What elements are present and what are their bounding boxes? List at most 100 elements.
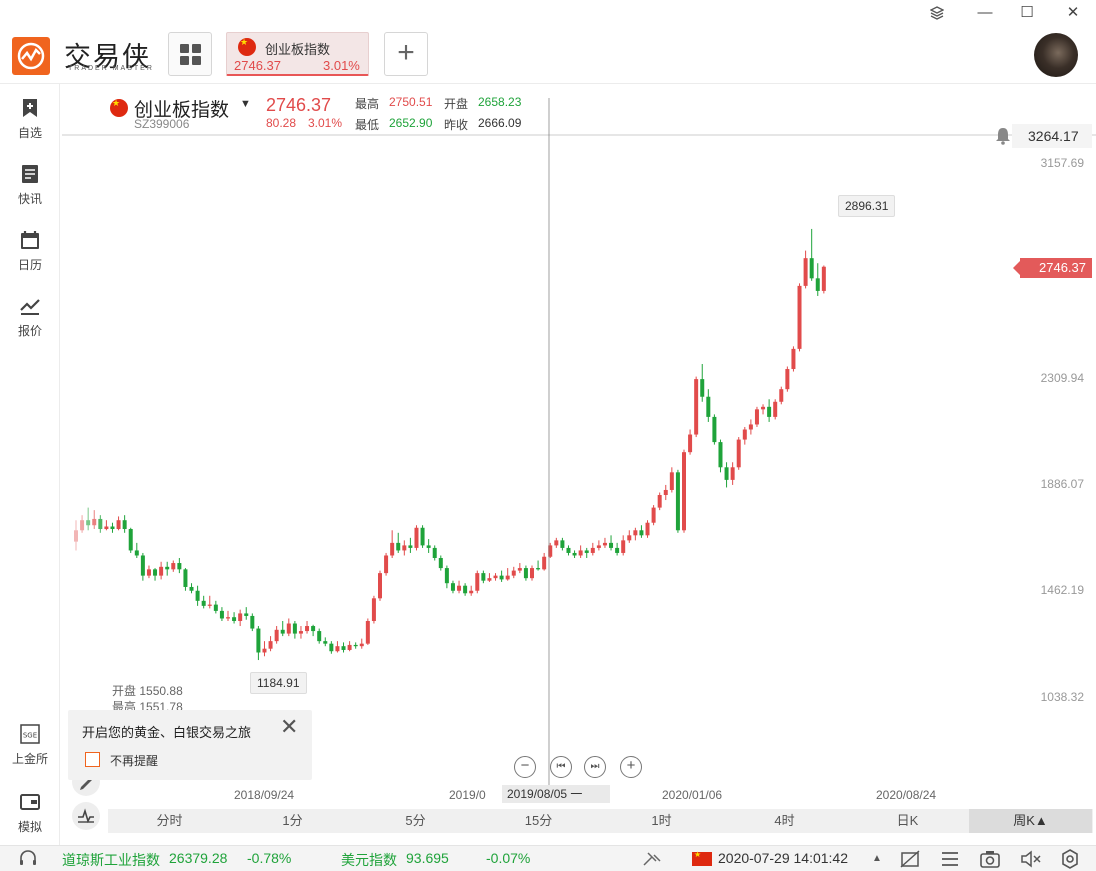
china-flag-icon: ★ [692, 850, 712, 866]
promo-popup: 开启您的黄金、白银交易之旅 ✕ 不再提醒 [68, 710, 312, 780]
zoom-out-button[interactable]: − [514, 756, 536, 778]
sidebar-item-label: 模拟 [17, 820, 42, 834]
sidebar-item-simulation[interactable]: 模拟 [0, 792, 60, 846]
camera-icon[interactable] [980, 850, 1000, 868]
candle [250, 613, 255, 632]
candle [341, 642, 346, 653]
headset-icon[interactable] [18, 850, 38, 868]
candle [566, 545, 571, 556]
tab-period-15m[interactable]: 15分 [524, 813, 553, 828]
candle [432, 545, 437, 561]
maximize-button[interactable]: ☐ [1020, 4, 1034, 21]
candle [767, 399, 772, 422]
tab-chinext-index[interactable]: 创业板指数 2746.37 3.01% [226, 32, 369, 76]
candle [469, 585, 474, 596]
menu-list-icon[interactable] [940, 850, 960, 868]
calendar-icon [21, 231, 39, 249]
candle [615, 542, 620, 556]
tab-period-weekly[interactable]: 周K▲ [969, 809, 1092, 833]
candle [183, 568, 188, 591]
candle [335, 641, 340, 653]
candle [226, 610, 230, 621]
dow-label[interactable]: 道琼斯工业指数 [62, 852, 160, 868]
tab-period-timeshare[interactable]: 分时 [156, 813, 183, 828]
usd-index-label[interactable]: 美元指数 [341, 852, 397, 868]
sidebar: 自选 快讯 日历 报价 SGE 上金所 模拟 [0, 84, 60, 845]
y-axis-tick: 1462.19 [1040, 583, 1084, 597]
clock-datetime: 2020-07-29 14:01:42 [718, 850, 848, 866]
tab-period-daily[interactable]: 日K [896, 813, 919, 828]
tab-period-1m[interactable]: 1分 [282, 813, 303, 828]
candle [493, 573, 498, 581]
x-axis-tick: 2020/08/24 [876, 788, 937, 802]
candle [536, 560, 541, 571]
jump-last-button[interactable]: ⏭ [584, 756, 606, 778]
candle [396, 532, 401, 553]
minimize-button[interactable]: — [977, 4, 993, 21]
layers-icon[interactable] [924, 2, 950, 24]
sidebar-item-label: 日历 [17, 258, 42, 272]
tab-price: 2746.37 [234, 58, 281, 73]
candle [517, 563, 522, 574]
candle [572, 550, 577, 558]
candle [238, 609, 243, 627]
sidebar-item-quotes[interactable]: 报价 [0, 296, 60, 350]
candlestick-chart[interactable] [62, 86, 1096, 806]
candle [645, 520, 650, 538]
candle [122, 515, 127, 533]
sidebar-item-news[interactable]: 快讯 [0, 164, 60, 218]
expand-up-icon[interactable]: ▲ [872, 853, 882, 864]
instrument-dropdown-icon[interactable]: ▼ [240, 98, 251, 110]
candle [706, 389, 711, 422]
candle [712, 414, 717, 445]
tab-period-5m[interactable]: 5分 [405, 813, 426, 828]
candle [171, 560, 176, 572]
candle [457, 580, 462, 594]
candle [390, 530, 395, 558]
close-button[interactable]: ✕ [1066, 4, 1080, 21]
candle [347, 641, 352, 652]
sidebar-item-calendar[interactable]: 日历 [0, 230, 60, 284]
tab-period-1h[interactable]: 1时 [651, 813, 672, 828]
candle [256, 626, 261, 661]
candle [323, 637, 328, 647]
signal-off-icon[interactable] [900, 850, 920, 868]
quote-change-pct: 3.01% [308, 116, 343, 130]
candle [146, 565, 151, 579]
candle [736, 437, 741, 470]
jump-first-button[interactable]: ⏮ [550, 756, 572, 778]
candle [408, 537, 413, 553]
candle [718, 439, 723, 473]
zoom-in-button[interactable]: + [620, 756, 642, 778]
quote-price: 2746.37 [266, 95, 332, 115]
instrument-code: SZ399006 [134, 117, 190, 131]
add-tab-button[interactable]: + [384, 32, 428, 76]
candle [104, 520, 109, 531]
user-avatar[interactable] [1034, 33, 1078, 77]
sidebar-item-sge[interactable]: SGE 上金所 [0, 724, 60, 778]
mute-icon[interactable] [1020, 850, 1042, 868]
prev-close-label: 昨收 [444, 118, 469, 132]
crosshair-price: 3264.17 [1012, 124, 1092, 148]
promo-close-icon[interactable]: ✕ [280, 714, 299, 739]
layout-grid-button[interactable] [168, 32, 212, 76]
sidebar-item-watchlist[interactable]: 自选 [0, 98, 60, 152]
tab-period-4h[interactable]: 4时 [774, 813, 795, 828]
candle [74, 520, 78, 551]
candle [378, 570, 382, 601]
bell-alert-icon[interactable] [995, 127, 1011, 145]
candle [657, 492, 662, 511]
indicator-button[interactable] [72, 802, 100, 830]
candle [821, 265, 826, 294]
network-icon[interactable] [642, 851, 662, 867]
candle [420, 525, 425, 548]
settings-icon[interactable] [1060, 849, 1080, 869]
candle [523, 565, 528, 581]
sge-icon: SGE [20, 724, 40, 744]
dont-remind-checkbox[interactable] [85, 752, 100, 767]
candle [578, 545, 583, 558]
instrument-name[interactable]: 创业板指数 [134, 100, 230, 121]
sidebar-item-label: 快讯 [17, 192, 42, 206]
candle [219, 607, 224, 621]
